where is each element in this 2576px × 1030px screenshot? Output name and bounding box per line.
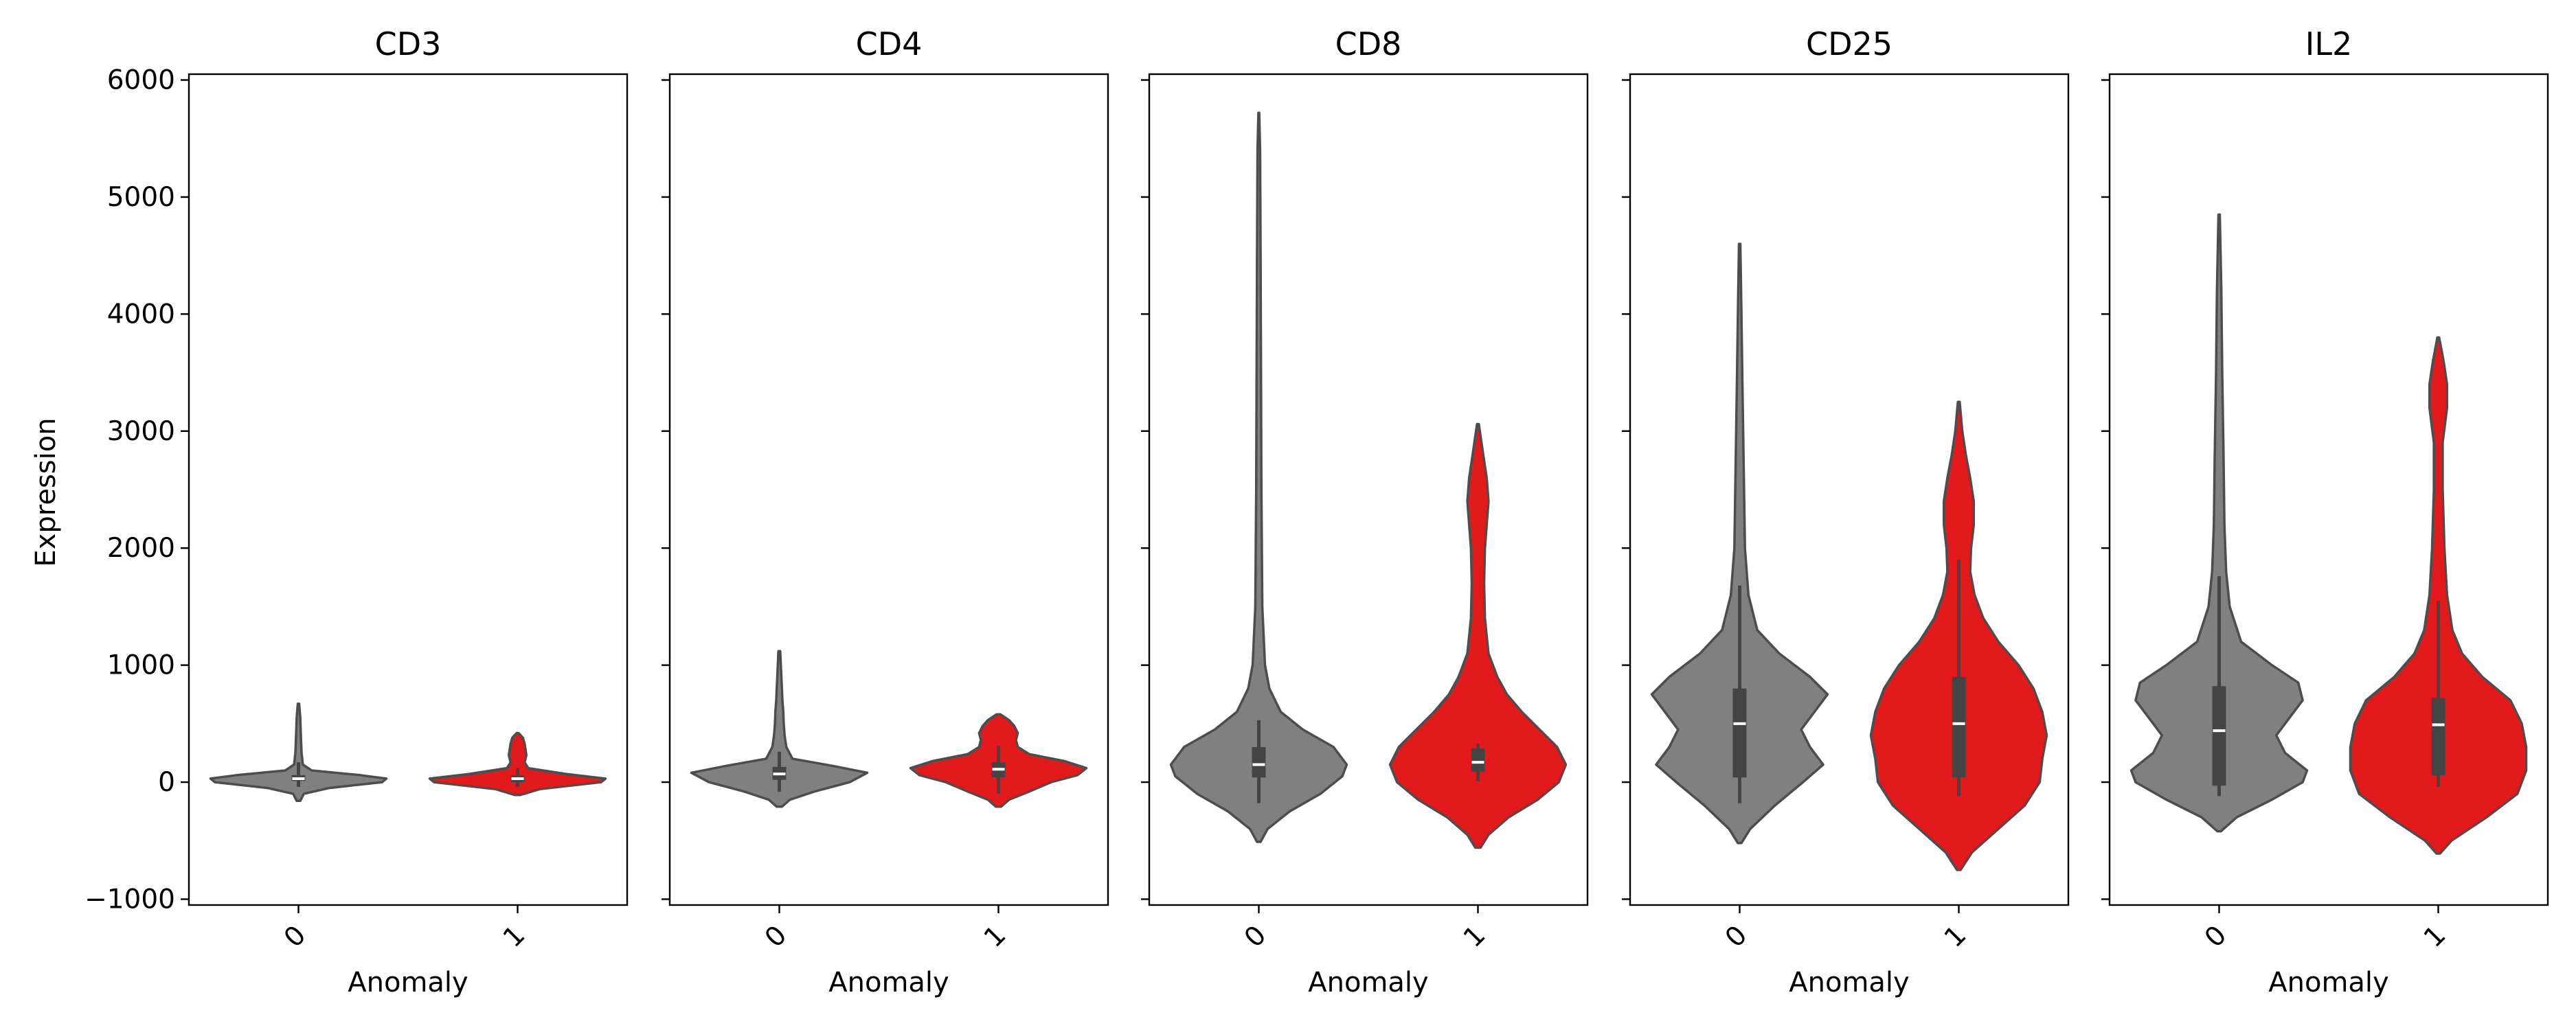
x-axis-label: Anomaly	[2268, 967, 2388, 998]
iqr-box	[1252, 746, 1266, 778]
violin-cd8-anomaly-1	[1388, 422, 1568, 849]
y-tick-label: 6000	[107, 65, 175, 96]
plot-frame	[1148, 73, 1589, 906]
x-axis-label: Anomaly	[828, 967, 949, 998]
iqr-box	[1471, 748, 1485, 772]
violin-cd8-anomaly-0	[1169, 111, 1348, 843]
violin-il2-anomaly-1	[2349, 336, 2528, 855]
violin-il2-anomaly-0	[2129, 213, 2309, 833]
y-axis-label: Expression	[30, 417, 62, 566]
panel-cd4: CD4 0 1 Anomaly	[662, 25, 1109, 998]
x-tick-label: 1	[2418, 919, 2452, 953]
y-tick-label: 0	[158, 767, 175, 798]
x-tick-label: 0	[1719, 919, 1753, 953]
panel-title: CD4	[856, 25, 923, 62]
x-tick-label: 1	[1939, 919, 1972, 953]
x-tick-label: 1	[978, 919, 1012, 953]
x-tick-label: 0	[1239, 919, 1272, 953]
y-tick-label: 1000	[107, 650, 175, 681]
x-tick-label: 0	[278, 919, 312, 953]
panel-title: CD8	[1335, 25, 1402, 62]
plot-frame	[188, 73, 629, 906]
panel-title: IL2	[2305, 25, 2352, 62]
y-tick-label: 3000	[107, 416, 175, 447]
violin-cd3-anomaly-0	[209, 702, 388, 803]
y-tick-label: −1000	[84, 884, 175, 915]
violin-cd3-anomaly-1	[428, 731, 607, 797]
x-axis-label: Anomaly	[348, 967, 468, 998]
x-tick-label: 1	[497, 919, 531, 953]
panel-il2: IL2 0 1 Anomaly	[2101, 25, 2549, 998]
panel-cd3: CD3 −1000 0 1000 2000 3000 4000 5000 6000 0 1 Anoma…	[84, 25, 629, 998]
plot-frame	[2108, 73, 2549, 906]
iqr-box	[1952, 676, 1966, 778]
y-tick-label: 2000	[107, 533, 175, 564]
x-tick-label: 1	[1458, 919, 1491, 953]
panel-cd25: CD25 0 1 Anomaly	[1622, 25, 2070, 998]
plot-frame	[1629, 73, 2070, 906]
x-axis-label: Anomaly	[1308, 967, 1428, 998]
plot-frame	[668, 73, 1109, 906]
panel-title: CD25	[1806, 25, 1893, 62]
panel-title: CD3	[375, 25, 442, 62]
iqr-box	[1732, 688, 1747, 778]
x-tick-label: 0	[759, 919, 793, 953]
iqr-box	[2431, 698, 2445, 775]
iqr-box	[2212, 686, 2226, 786]
y-tick-label: 4000	[107, 299, 175, 330]
x-axis-label: Anomaly	[1789, 967, 1909, 998]
violin-cd4-anomaly-0	[690, 650, 869, 808]
panel-cd8: CD8 0 1 Anomaly	[1141, 25, 1589, 998]
x-tick-label: 0	[2199, 919, 2233, 953]
y-tick-label: 5000	[107, 182, 175, 213]
violin-cd25-anomaly-0	[1650, 242, 1829, 845]
